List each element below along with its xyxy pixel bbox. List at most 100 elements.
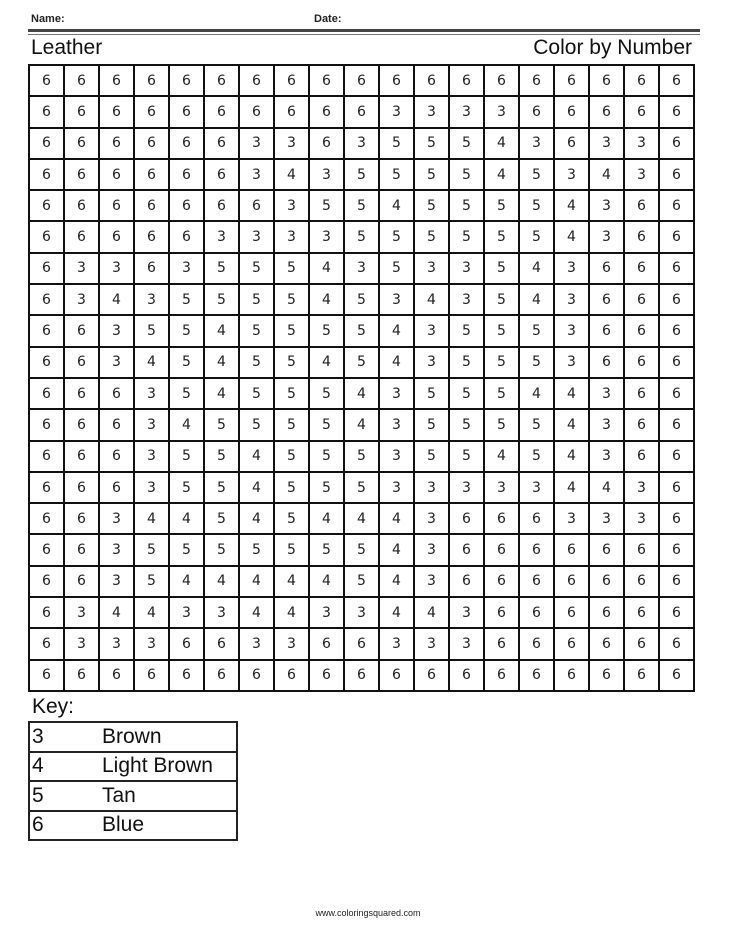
key-title: Key:: [32, 695, 75, 718]
grid-cell: 6: [483, 596, 520, 630]
grid-cell: 4: [553, 470, 590, 505]
name-label: Name:: [31, 13, 65, 25]
key-color-name: Tan: [102, 780, 238, 812]
grid-cell: 4: [378, 596, 415, 630]
grid-cell: 6: [658, 596, 695, 630]
grid-cell: 4: [203, 314, 240, 348]
footer-url: www.coloringsquared.com: [315, 908, 421, 918]
key-row: 4 Light Brown: [28, 750, 238, 782]
grid-cell: 5: [343, 220, 380, 254]
grid-cell: 6: [63, 157, 100, 192]
grid-cell: 5: [483, 408, 520, 442]
grid-cell: 6: [63, 408, 100, 442]
grid-cell: 6: [588, 533, 625, 567]
grid-cell: 6: [28, 251, 65, 286]
key-color-name: Brown: [102, 721, 238, 753]
grid-cell: 6: [658, 189, 695, 223]
grid-cell: 6: [588, 95, 625, 129]
grid-cell: 5: [203, 439, 240, 473]
grid-cell: 4: [238, 502, 275, 536]
grid-cell: 4: [588, 157, 625, 192]
grid-cell: 5: [448, 314, 485, 348]
grid-cell: 6: [63, 470, 100, 505]
grid-cell: 6: [658, 95, 695, 129]
grid-cell: 4: [378, 345, 415, 379]
grid-cell: 6: [28, 283, 65, 317]
grid-cell: 3: [273, 627, 310, 661]
grid-cell: 5: [343, 157, 380, 192]
grid-cell: 3: [588, 439, 625, 473]
grid-cell: 3: [98, 251, 135, 286]
grid-cell: 4: [308, 345, 345, 379]
grid-cell: 6: [623, 220, 660, 254]
grid-cell: 4: [518, 283, 555, 317]
grid-cell: 3: [378, 470, 415, 505]
grid-cell: 3: [378, 283, 415, 317]
grid-cell: 6: [448, 63, 485, 98]
grid-cell: 6: [343, 63, 380, 98]
grid-cell: 5: [273, 314, 310, 348]
grid-cell: 5: [273, 533, 310, 567]
grid-cell: 5: [518, 345, 555, 379]
grid-cell: 3: [98, 533, 135, 567]
grid-cell: 5: [273, 408, 310, 442]
grid-cell: 3: [98, 502, 135, 536]
header-rule-thin: [28, 34, 700, 35]
grid-cell: 5: [238, 283, 275, 317]
grid-cell: 6: [413, 658, 450, 692]
grid-cell: 3: [98, 345, 135, 379]
grid-cell: 6: [28, 439, 65, 473]
grid-cell: 5: [238, 345, 275, 379]
grid-cell: 6: [168, 220, 205, 254]
grid-cell: 3: [238, 627, 275, 661]
grid-cell: 6: [518, 533, 555, 567]
grid-cell: 3: [623, 470, 660, 505]
grid-cell: 6: [133, 95, 170, 129]
grid-cell: 3: [588, 408, 625, 442]
grid-cell: 5: [273, 283, 310, 317]
grid-cell: 6: [28, 376, 65, 411]
grid-cell: 4: [308, 564, 345, 599]
grid-cell: 3: [553, 283, 590, 317]
grid-cell: 4: [343, 408, 380, 442]
grid-cell: 5: [238, 408, 275, 442]
grid-cell: 6: [273, 95, 310, 129]
grid-cell: 3: [343, 596, 380, 630]
grid-cell: 6: [658, 220, 695, 254]
grid-cell: 4: [308, 502, 345, 536]
grid-cell: 3: [238, 220, 275, 254]
grid-cell: 4: [483, 157, 520, 192]
grid-cell: 5: [133, 564, 170, 599]
grid-cell: 4: [273, 157, 310, 192]
grid-cell: 5: [448, 189, 485, 223]
grid-cell: 4: [273, 564, 310, 599]
grid-cell: 3: [98, 564, 135, 599]
grid-cell: 6: [28, 470, 65, 505]
grid-cell: 3: [553, 251, 590, 286]
grid-cell: 6: [308, 658, 345, 692]
grid-cell: 4: [203, 564, 240, 599]
grid-cell: 5: [343, 314, 380, 348]
grid-cell: 6: [623, 283, 660, 317]
grid-cell: 6: [203, 157, 240, 192]
grid-cell: 6: [343, 658, 380, 692]
grid-cell: 3: [63, 283, 100, 317]
grid-cell: 5: [343, 470, 380, 505]
grid-cell: 6: [203, 189, 240, 223]
grid-cell: 3: [518, 470, 555, 505]
grid-cell: 5: [273, 470, 310, 505]
grid-cell: 6: [28, 63, 65, 98]
grid-cell: 6: [28, 627, 65, 661]
key-number: 3: [28, 721, 102, 753]
grid-cell: 3: [448, 596, 485, 630]
grid-cell: 5: [168, 533, 205, 567]
grid-cell: 6: [28, 408, 65, 442]
grid-cell: 3: [238, 126, 275, 160]
grid-cell: 5: [343, 439, 380, 473]
grid-cell: 6: [168, 63, 205, 98]
grid-cell: 6: [28, 345, 65, 379]
grid-cell: 6: [483, 63, 520, 98]
grid-cell: 5: [343, 189, 380, 223]
grid-cell: 5: [273, 502, 310, 536]
